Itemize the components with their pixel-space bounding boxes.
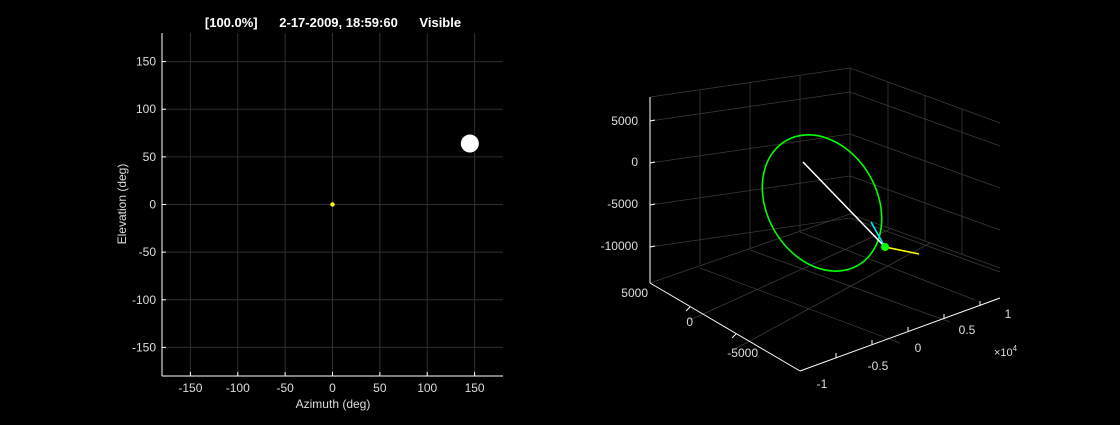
title-datetime: 2-17-2009, 18:59:60 (279, 15, 398, 30)
z-tick-label: 5000 (611, 114, 638, 128)
y-tick-label: 5000 (621, 286, 648, 300)
z-tick (649, 161, 656, 164)
z-tick (649, 119, 656, 122)
x-tick-label: 0 (329, 381, 336, 395)
x-tick-label: 1 (1005, 307, 1012, 321)
y-axis-label: Elevation (deg) (115, 164, 129, 245)
x-axis (799, 297, 1001, 372)
position-vector (802, 161, 886, 248)
y-tick (685, 306, 691, 312)
y-tick-label: 0 (686, 315, 693, 329)
target-marker (330, 202, 335, 207)
z-tick (649, 245, 656, 248)
x-tick-label: -100 (226, 381, 250, 395)
y-tick (731, 333, 737, 339)
grid-line (749, 249, 951, 323)
grid-line (649, 217, 1001, 273)
sun-vector (884, 246, 920, 255)
right-grid (649, 67, 1001, 350)
x-tick-label: 0 (915, 341, 922, 355)
y-tick-labels-3d: 5000 0 -5000 (621, 286, 758, 360)
y-tick-label: -100 (132, 293, 156, 307)
title-status: Visible (419, 15, 461, 30)
z-tick-label: -5000 (607, 197, 638, 211)
y-tick-label: -50 (139, 245, 157, 259)
x-tick-labels-3d: -1 -0.5 0 0.5 1 ×104 (817, 307, 1018, 391)
y-tick-label: 50 (143, 150, 157, 164)
grid-line (689, 228, 891, 321)
svg-text:[100.0%] 2-17-2009, 18:59:: [100.0%] 2-17-2009, 18:59:60 Visible (205, 15, 461, 30)
z-tick-label: 0 (631, 155, 638, 169)
left-data-points (330, 134, 479, 207)
title-percent: [100.0%] (205, 15, 258, 30)
grid-line (649, 91, 1001, 147)
y-tick-label: -5000 (727, 346, 758, 360)
x-tick-label: 150 (465, 381, 485, 395)
grid-line (649, 175, 1001, 231)
x-tick-label: 50 (373, 381, 387, 395)
y-tick-label: 0 (149, 198, 156, 212)
left-y-tick-labels: -150 -100 -50 0 50 100 150 (132, 55, 156, 355)
x-tick-label: 100 (417, 381, 437, 395)
grid-line (734, 242, 931, 350)
grid-line (799, 231, 976, 301)
right-axes (649, 97, 1001, 372)
left-axes (161, 33, 503, 377)
z-tick (649, 203, 656, 206)
z-tick-labels: 5000 0 -5000 -10000 (601, 114, 639, 253)
y-tick-label: -150 (132, 340, 156, 354)
x-tick-label: -1 (817, 377, 828, 391)
x-tick-label: -50 (276, 381, 294, 395)
grid-line (699, 267, 901, 344)
y-tick-label: 150 (136, 55, 156, 69)
velocity-vector (870, 221, 886, 248)
z-tick-label: -10000 (601, 239, 639, 253)
sun-marker (460, 134, 479, 153)
y-axis (649, 282, 801, 372)
left-x-tick-labels: -150 -100 -50 0 50 100 150 (178, 381, 485, 395)
x-axis-exponent: ×104 (994, 344, 1018, 359)
azimuth-elevation-plot: -150 -100 -50 0 50 100 150 -150 -100 -50 0 50 100 15… (115, 33, 503, 411)
satellite-marker (881, 243, 889, 251)
y-tick-label: 100 (136, 102, 156, 116)
x-tick-label: -150 (178, 381, 202, 395)
orbit-3d-plot: 5000 0 -5000 -10000 5000 0 -5000 -1 -0.5… (601, 67, 1018, 391)
x-tick-label: 0.5 (959, 323, 976, 337)
x-axis-label: Azimuth (deg) (296, 397, 371, 411)
orbit-path (761, 134, 883, 272)
grid-line (649, 133, 1001, 189)
x-tick-label: -0.5 (868, 359, 889, 373)
